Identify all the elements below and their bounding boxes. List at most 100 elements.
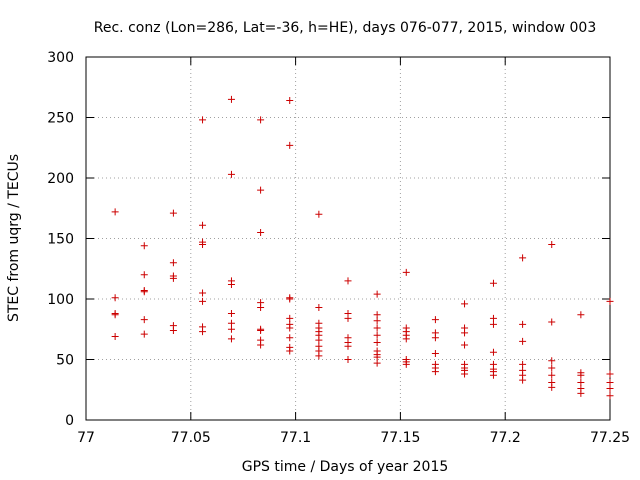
data-point (489, 320, 497, 328)
data-point (519, 376, 527, 384)
data-point (373, 290, 381, 298)
data-point (286, 295, 294, 303)
y-axis-label: STEC from uqrg / TECUs (6, 154, 22, 322)
data-point (227, 325, 235, 333)
data-point (344, 356, 352, 363)
data-point (257, 326, 265, 334)
x-tick-labels: 77 77.05 77.1 77.15 77.2 77.25 (77, 430, 630, 446)
data-point (199, 289, 207, 297)
data-points (111, 95, 614, 400)
data-point (286, 324, 294, 332)
y-tick-label: 200 (47, 171, 74, 187)
x-tick-label: 77.2 (490, 430, 521, 446)
data-point (431, 334, 439, 342)
data-point (257, 116, 265, 124)
data-point (169, 274, 177, 282)
data-point (199, 328, 207, 336)
data-point (402, 360, 410, 368)
x-tick-label: 77.15 (380, 430, 420, 446)
data-point (577, 389, 585, 397)
data-point (169, 259, 177, 267)
data-point (199, 297, 207, 305)
data-point (227, 310, 235, 318)
data-point (606, 385, 614, 393)
data-point (489, 314, 497, 322)
data-point (519, 360, 527, 368)
data-point (140, 316, 148, 324)
data-point (548, 357, 556, 365)
data-point (227, 280, 235, 288)
data-point (315, 352, 323, 360)
data-point (577, 378, 585, 386)
data-point (373, 339, 381, 347)
data-point (227, 95, 235, 103)
data-point (257, 186, 265, 194)
axis-ticks (85, 56, 611, 421)
data-point (373, 331, 381, 339)
data-point (373, 353, 381, 361)
data-point (257, 228, 265, 236)
data-point (519, 337, 527, 345)
data-point (373, 324, 381, 332)
data-point (606, 370, 614, 378)
data-point (519, 320, 527, 328)
x-tick-label: 77 (77, 430, 95, 446)
data-point (111, 294, 119, 302)
data-point (402, 335, 410, 343)
data-point (227, 335, 235, 343)
x-tick-label: 77.25 (590, 430, 630, 446)
data-point (461, 300, 469, 308)
data-point (489, 279, 497, 287)
data-point (373, 359, 381, 367)
data-point (431, 316, 439, 324)
data-point (548, 371, 556, 379)
y-tick-labels: 0 50 100 150 200 250 300 (47, 50, 74, 429)
data-point (257, 341, 265, 349)
data-point (431, 368, 439, 376)
data-point (606, 378, 614, 386)
data-point (548, 241, 556, 249)
data-point (315, 303, 323, 311)
data-point (577, 311, 585, 319)
data-point (344, 277, 352, 285)
data-point (227, 319, 235, 327)
data-point (461, 341, 469, 349)
x-axis-label: GPS time / Days of year 2015 (242, 459, 449, 475)
data-point (140, 330, 148, 338)
data-point (489, 371, 497, 379)
data-point (286, 334, 294, 342)
grid-lines (86, 57, 610, 420)
data-point (548, 318, 556, 326)
data-point (315, 336, 323, 344)
data-point (606, 392, 614, 400)
data-point (548, 383, 556, 391)
data-point (140, 242, 148, 250)
y-tick-label: 50 (56, 353, 74, 369)
y-tick-label: 250 (47, 111, 74, 127)
y-tick-label: 100 (47, 292, 74, 308)
y-tick-label: 150 (47, 232, 74, 248)
data-point (257, 303, 265, 311)
data-point (169, 209, 177, 217)
data-point (431, 349, 439, 357)
data-point (519, 254, 527, 262)
chart-title: Rec. conz (Lon=286, Lat=-36, h=HE), days… (94, 20, 596, 36)
data-point (577, 371, 585, 379)
data-point (286, 97, 294, 105)
data-point (402, 268, 410, 276)
data-point (286, 314, 294, 322)
data-point (140, 271, 148, 279)
data-point (286, 347, 294, 355)
data-point (227, 170, 235, 178)
data-point (199, 221, 207, 229)
data-point (344, 342, 352, 350)
data-point (461, 329, 469, 337)
data-point (489, 348, 497, 356)
data-point (286, 141, 294, 149)
data-point (169, 326, 177, 334)
data-point (373, 317, 381, 325)
data-point (344, 314, 352, 322)
y-tick-label: 300 (47, 50, 74, 66)
data-point (315, 210, 323, 218)
